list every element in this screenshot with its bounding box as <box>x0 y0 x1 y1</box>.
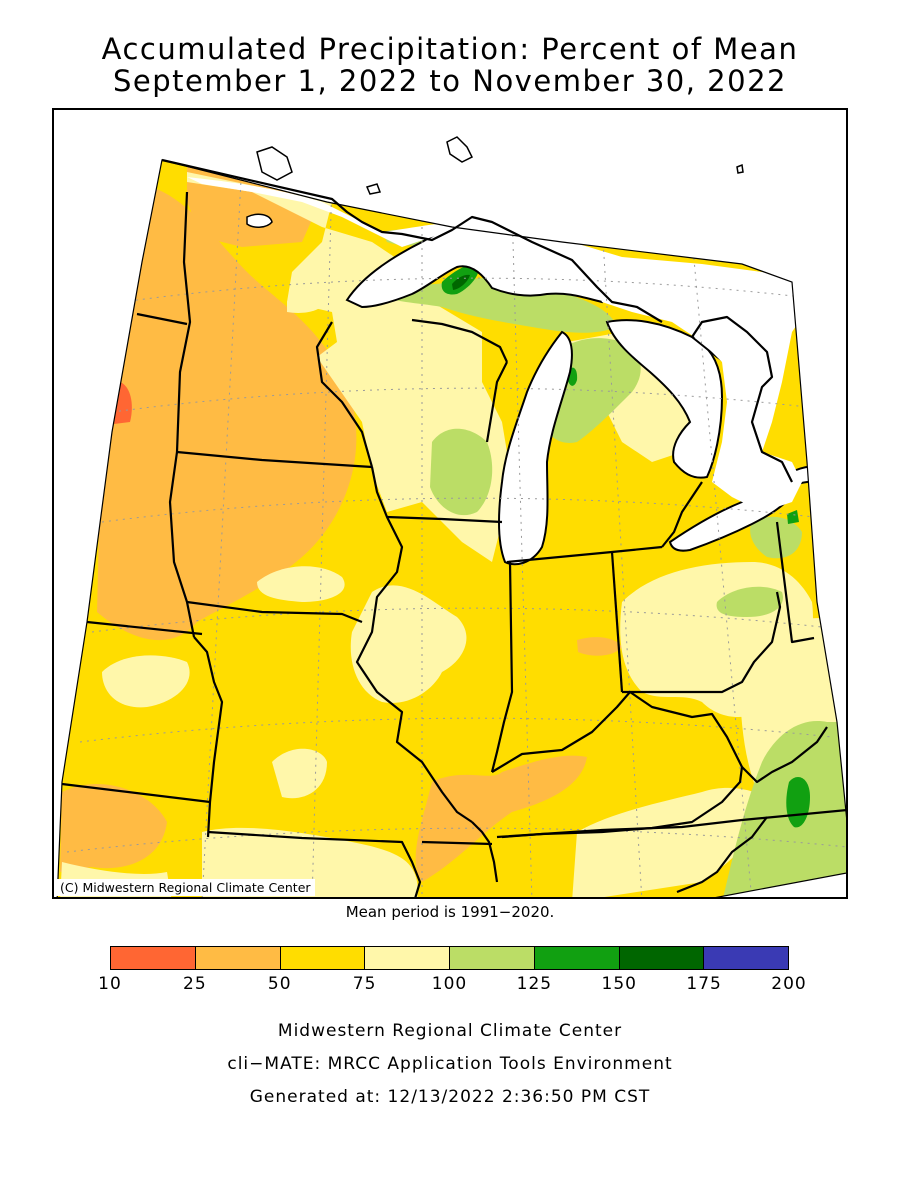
precipitation-field <box>57 160 846 897</box>
zone-iowa-75-100 <box>257 566 345 602</box>
missouri-south <box>207 830 422 897</box>
minnesota-west <box>175 191 192 453</box>
footer-organization: Midwestern Regional Climate Center <box>277 1021 623 1041</box>
mississippi-lower <box>471 821 499 883</box>
minnesota-south <box>176 450 373 469</box>
legend-swatch-10-25 <box>111 947 196 969</box>
zone-ohio-100-125 <box>716 586 783 617</box>
graticule <box>66 161 846 897</box>
iowa-west <box>168 451 196 638</box>
kentucky-tennessee <box>496 808 846 839</box>
missouri-bootheel <box>421 840 493 846</box>
precipitation-map <box>52 108 848 899</box>
kansas-oklahoma <box>61 782 211 804</box>
zone-illinois-75-100 <box>350 585 467 703</box>
lake-of-the-woods <box>246 213 273 228</box>
zone-stlouis-25-50 <box>415 755 587 882</box>
indiana-west <box>490 561 514 773</box>
west-virginia-border <box>741 726 828 784</box>
legend-tick: 175 <box>686 974 722 994</box>
canada-shoreline-east <box>691 315 793 483</box>
lake-erie-shore <box>661 481 703 548</box>
zone-missouri-75-100 <box>272 748 327 799</box>
zone-southwest-25-50 <box>60 783 167 872</box>
legend-tick: 150 <box>601 974 637 994</box>
mean-period-note: Mean period is 1991−2020. <box>345 903 555 921</box>
zone-minnesota-75-100 <box>287 272 333 313</box>
zone-pennsylvania-125-150 <box>787 510 799 524</box>
legend-tick-labels: 10 25 50 75 100 125 150 175 200 <box>98 974 806 1000</box>
zone-north-75-100 <box>187 172 512 562</box>
islands <box>256 136 744 195</box>
zone-kentucky-75-100 <box>572 787 772 897</box>
map-date-range: September 1, 2022 to November 30, 2022 <box>113 64 787 98</box>
canada-area <box>187 177 812 512</box>
zone-kansas-75-100 <box>102 655 190 708</box>
wisconsin-illinois <box>386 515 503 524</box>
zone-ontario-100-125 <box>750 516 802 559</box>
minnesota-wisconsin <box>315 321 374 468</box>
us-canada-border <box>161 158 663 323</box>
map-domain-outline <box>56 159 846 897</box>
legend-tick: 125 <box>516 974 553 994</box>
iowa-south <box>186 600 363 624</box>
color-legend <box>110 946 789 970</box>
lake-michigan <box>498 330 573 566</box>
legend-swatch-75-100 <box>365 947 450 969</box>
iowa-illinois-river <box>355 466 473 823</box>
legend-tick: 200 <box>771 974 807 994</box>
virginia-border <box>676 816 768 894</box>
michigan-south <box>506 545 663 564</box>
pennsylvania-ohio <box>775 521 815 644</box>
legend-tick: 100 <box>431 974 468 994</box>
legend-tick: 10 <box>98 974 122 994</box>
zone-wisconsin-100-125 <box>430 428 493 516</box>
copyright-label: (C) Midwestern Regional Climate Center <box>56 879 315 896</box>
michigan-wisconsin-border <box>485 361 508 443</box>
legend-tick: 25 <box>183 974 207 994</box>
footer-tool-name: cli−MATE: MRCC Application Tools Environ… <box>227 1054 673 1074</box>
legend-tick: 50 <box>267 974 292 994</box>
upper-michigan-south <box>411 318 508 363</box>
footer-generated-time: Generated at: 12/13/2022 2:36:50 PM CST <box>249 1087 651 1107</box>
ohio-east <box>622 591 782 694</box>
indiana-east <box>610 551 624 693</box>
legend-swatch-125-150 <box>534 947 620 969</box>
legend-swatch-100-125 <box>450 947 535 969</box>
map-title: Accumulated Precipitation: Percent of Me… <box>101 32 799 66</box>
legend-swatch-25-50 <box>195 947 281 969</box>
zone-extreme-10-25 <box>114 382 132 424</box>
legend-swatch-50-75 <box>280 947 366 969</box>
legend-tick: 75 <box>352 974 377 994</box>
nebraska-south <box>86 620 203 636</box>
zone-indiana-25-50 <box>577 637 622 656</box>
state-boundaries <box>61 158 846 897</box>
legend-swatch-150-175 <box>619 947 705 969</box>
legend-swatch-175-200 <box>704 947 788 969</box>
nd-sd-line <box>136 312 188 326</box>
zone-west-25-50 <box>97 187 357 641</box>
